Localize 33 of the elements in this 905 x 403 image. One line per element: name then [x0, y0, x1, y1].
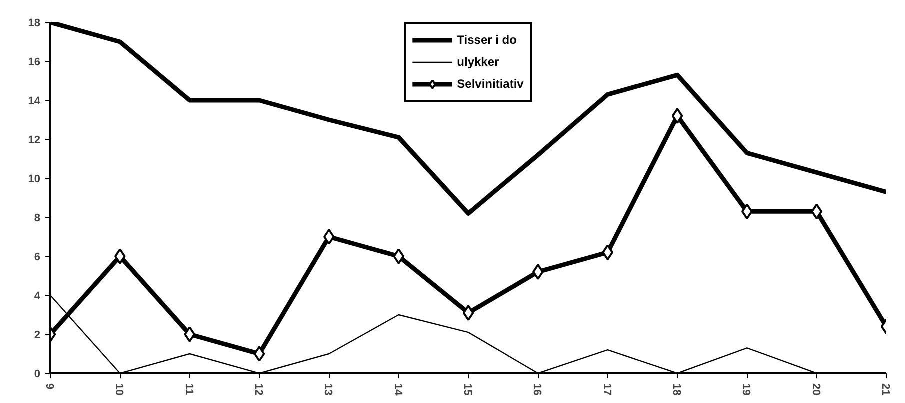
x-tick-label: 9 — [44, 384, 56, 390]
point — [114, 248, 126, 264]
y-tick-label: 14 — [28, 96, 42, 108]
x-tick-label: 10 — [113, 384, 126, 396]
point — [672, 108, 684, 124]
legend-label: Tisser i do — [457, 33, 517, 47]
y-tick-label: 18 — [28, 18, 41, 30]
y-tick-label: 12 — [28, 134, 41, 146]
y-tick-label: 2 — [34, 330, 41, 342]
x-tick-label: 20 — [810, 384, 822, 396]
legend-label: Selvinitiativ — [457, 77, 524, 91]
point — [254, 346, 266, 362]
y-tick-label: 6 — [34, 252, 41, 264]
point — [462, 305, 474, 322]
y-tick-label: 16 — [28, 56, 41, 68]
point — [324, 229, 335, 245]
y-tick-label: 8 — [34, 212, 41, 224]
x-tick-label: 14 — [392, 384, 404, 397]
y-tick-label: 0 — [34, 368, 41, 380]
x-tick-label: 16 — [531, 384, 544, 396]
y-tick-label: 4 — [34, 290, 42, 302]
x-tick-label: 21 — [880, 384, 892, 396]
x-tick-label: 17 — [600, 384, 613, 396]
x-tick-label: 13 — [322, 384, 334, 396]
x-tick-label: 12 — [252, 384, 264, 396]
x-tick-label: 11 — [182, 384, 195, 396]
x-tick-label: 19 — [740, 384, 752, 396]
legend-label: ulykker — [457, 55, 500, 69]
x-tick-label: 18 — [670, 384, 682, 396]
point — [393, 248, 404, 264]
point — [184, 326, 196, 342]
y-tick-label: 10 — [28, 174, 41, 186]
x-tick-label: 15 — [462, 384, 474, 396]
